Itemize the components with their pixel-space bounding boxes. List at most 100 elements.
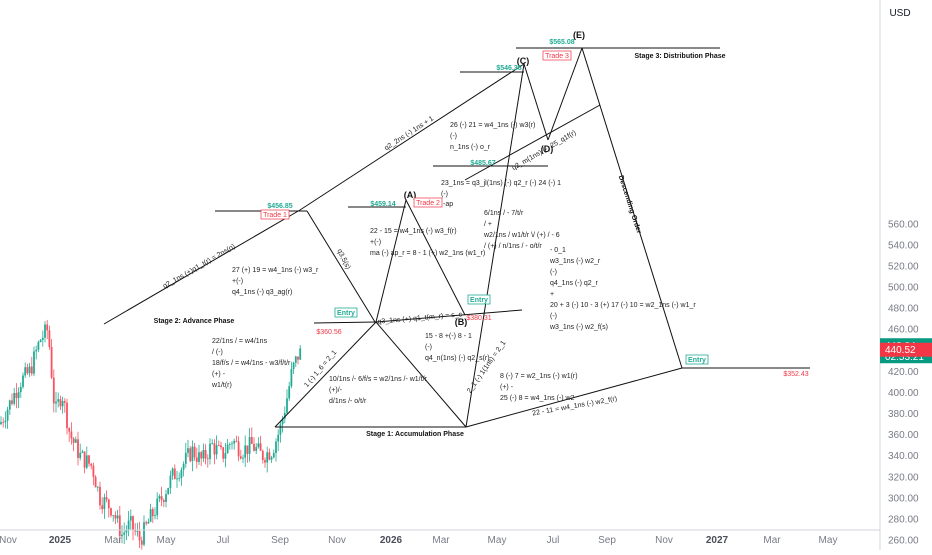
x-tick-label: Jul [217,535,230,546]
x-tick-label: 2026 [380,535,403,546]
formula-line: w3_1ns (-) w2_r [549,258,601,265]
candle-body [114,515,117,519]
candle-body [116,515,119,519]
candle-body [193,446,196,458]
stage2-label: Stage 2: Advance Phase [154,318,235,325]
candle-body [176,478,178,480]
x-tick-label: 2027 [706,535,729,546]
candle-body [121,534,123,537]
candle-body [112,515,115,517]
candle-body [228,444,231,445]
stage1-label: Stage 1: Accumulation Phase [366,431,464,438]
candle-body [171,468,174,476]
pattern-lines [103,47,810,428]
candle-body [281,418,284,425]
line-label: q2_2ns (-) 1ns + 1 [383,115,435,152]
x-tick-label: Mar [763,535,781,546]
candle-body [11,400,13,404]
candle-body [52,377,55,404]
candle-body [246,445,249,454]
candle-body [226,444,229,454]
formula-line: n_1ns (-) o_r [450,144,491,151]
x-tick-label: Mar [432,535,450,546]
y-tick-label: 560.00 [888,219,919,230]
candle-body [92,465,95,477]
pattern-line [375,199,407,323]
candle-body [33,351,35,374]
price-label: $456.85 [267,203,292,210]
candle-body [290,369,293,387]
candle-body [22,375,24,387]
candle-body [103,497,106,510]
formula-line: (-) [441,191,448,198]
formula-line: 10/1ns /- 6/f/s = w2/1ns /- w1/t/r [329,376,428,383]
formula-line: / + [484,221,492,228]
candle-body [132,516,134,531]
trade-label: Trade 1 [263,212,287,219]
candle-body [74,439,77,443]
candle-body [151,509,154,517]
wave-label: (C) [517,56,530,66]
pattern-line [313,321,377,324]
y-tick-label: 400.00 [888,388,919,399]
candle-body [13,392,16,404]
candle-body [242,457,244,459]
y-tick-label: 520.00 [888,261,919,272]
x-tick-label: Jul [547,535,560,546]
candle-body [154,515,156,517]
candle-body [46,324,49,331]
candle-body [187,448,189,453]
candle-body [160,496,163,501]
candle-body [83,451,86,468]
candle-body [125,530,128,533]
x-tick-label: Nov [655,535,673,546]
candle-body [127,520,130,531]
candle-body [294,356,297,363]
candle-body [59,399,62,407]
line-label: q3,5(s) [335,248,351,271]
candle-body [149,509,152,522]
trade-box [542,50,572,61]
pattern-line [274,321,377,428]
candle-body [200,452,203,459]
y-tick-label: 320.00 [888,472,919,483]
entry-box [467,294,491,305]
formula-line: d/1ns /- o/t/r [329,398,367,405]
price-label: $360.56 [316,329,341,336]
candle-body [123,532,126,535]
formula-line: (-) [450,133,457,140]
y-tick-label: 360.00 [888,430,919,441]
x-tick-label: May [819,535,838,546]
formula-line: q4_n(1ns) (-) q2_s(r) [425,355,490,362]
candle-body [85,455,88,468]
candle-body [206,458,209,460]
candle-body [50,346,53,378]
candle-body [17,392,20,399]
formula-line: / (-) [212,349,223,356]
candle-body [213,443,216,455]
candle-body [156,498,159,516]
candle-body [173,468,176,480]
candle-body [255,447,258,451]
candle-body [72,438,75,443]
formula-line: 18/f/s / = w4/1ns - w3/f/t/r [212,360,291,367]
candle-body [35,349,38,352]
candle-body [107,499,110,509]
formula-line: w3_1ns (-) w2_f(s) [549,324,608,331]
candle-body [4,420,7,423]
candle-body [118,515,121,537]
candle-body [37,341,40,350]
candle-body [184,452,187,464]
y-tick-label: 280.00 [888,514,919,525]
wave-label: (D) [541,144,554,154]
candle-body [180,469,183,479]
candle-body [8,400,11,410]
candle-body [158,496,161,499]
candle-body [297,356,299,360]
x-tick-label: May [488,535,507,546]
candle-body [147,521,150,524]
price-label: $380.31 [466,315,491,322]
candle-body [81,451,84,453]
